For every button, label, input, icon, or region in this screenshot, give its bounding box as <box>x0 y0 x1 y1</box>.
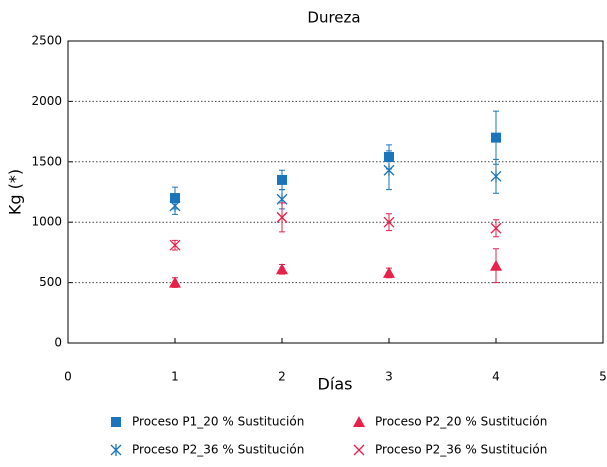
data-point <box>383 216 395 228</box>
data-point <box>490 170 502 183</box>
legend-marker <box>110 444 122 456</box>
data-point <box>277 174 287 185</box>
data-point <box>169 239 181 251</box>
legend-text: Proceso P1_20 % Sustitución <box>132 415 304 429</box>
data-point <box>276 211 288 223</box>
data-point <box>169 199 181 212</box>
y-tick-label: 500 <box>39 275 62 289</box>
legend-text: Proceso P2_20 % Sustitución <box>375 415 547 429</box>
y-tick-label: 1000 <box>31 215 62 229</box>
x-tick-label: 1 <box>171 370 179 384</box>
x-tick-label: 5 <box>599 370 607 384</box>
data-point <box>491 132 501 143</box>
x-tick-label: 2 <box>278 370 286 384</box>
data-point <box>490 259 502 271</box>
x-axis-label: Días <box>318 375 353 394</box>
legend-marker <box>353 444 365 456</box>
y-tick-label: 2500 <box>31 34 62 48</box>
x-tick-label: 3 <box>385 370 393 384</box>
y-tick-label: 0 <box>54 336 62 350</box>
legend-text: Proceso P2_36 % Sustitución <box>132 443 304 457</box>
y-axis-label: Kg (*) <box>6 169 25 215</box>
legend-marker <box>111 417 121 427</box>
data-point <box>490 222 502 234</box>
x-tick-label: 4 <box>492 370 500 384</box>
legend-text: Proceso P2_36 % Sustitución <box>375 443 547 457</box>
x-tick-label: 0 <box>64 370 72 384</box>
data-point <box>383 266 395 278</box>
chart-title: Dureza <box>307 9 360 27</box>
y-tick-label: 2000 <box>31 94 62 108</box>
legend-marker <box>353 416 365 427</box>
y-tick-label: 1500 <box>31 154 62 168</box>
plot-frame <box>67 40 604 344</box>
data-point <box>276 263 288 275</box>
data-point <box>383 164 395 177</box>
data-point <box>169 276 181 288</box>
